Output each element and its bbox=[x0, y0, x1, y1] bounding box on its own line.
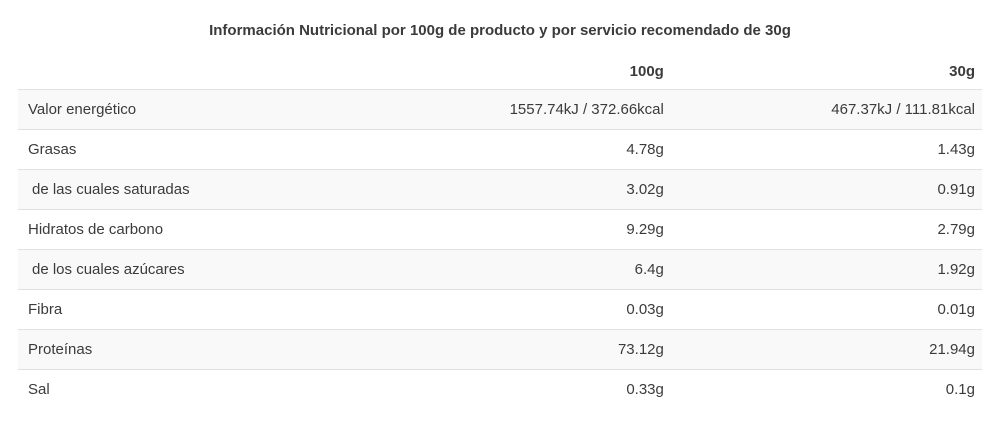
value-30g: 1.43g bbox=[663, 129, 982, 170]
value-30g: 467.37kJ / 111.81kcal bbox=[663, 89, 982, 130]
table-row: Hidratos de carbono 9.29g 2.79g bbox=[18, 209, 982, 250]
table-row: Valor energético 1557.74kJ / 372.66kcal 46… bbox=[18, 89, 982, 130]
nutrient-label: Hidratos de carbono bbox=[18, 209, 404, 250]
value-100g: 9.29g bbox=[403, 209, 664, 250]
nutrition-table-title: Información Nutricional por 100g de prod… bbox=[209, 22, 791, 39]
value-30g: 21.94g bbox=[663, 329, 982, 370]
table-row: de las cuales saturadas 3.02g 0.91g bbox=[18, 169, 982, 210]
nutrient-label: Sal bbox=[18, 369, 404, 409]
table-row: de los cuales azúcares 6.4g 1.92g bbox=[18, 249, 982, 290]
nutrition-table: 100g 30g Valor energético 1557.74kJ / 372… bbox=[18, 53, 982, 409]
table-row: Fibra 0.03g 0.01g bbox=[18, 289, 982, 330]
value-100g: 3.02g bbox=[403, 169, 664, 210]
column-header-30g: 30g bbox=[949, 62, 975, 80]
value-100g: 6.4g bbox=[403, 249, 664, 290]
column-header-nutrient bbox=[18, 53, 404, 90]
value-100g: 4.78g bbox=[403, 129, 664, 170]
value-30g: 0.1g bbox=[663, 369, 982, 409]
nutrition-table-header: 100g 30g bbox=[18, 53, 982, 90]
table-row: Proteínas 73.12g 21.94g bbox=[18, 329, 982, 370]
column-header-100g: 100g bbox=[629, 62, 664, 80]
value-30g: 0.01g bbox=[663, 289, 982, 330]
nutrient-label: Valor energético bbox=[18, 89, 404, 130]
value-100g: 0.33g bbox=[403, 369, 664, 409]
nutrient-label: de las cuales saturadas bbox=[18, 169, 404, 210]
nutrition-table-body: Valor energético 1557.74kJ / 372.66kcal 46… bbox=[18, 89, 982, 409]
nutrient-label: Grasas bbox=[18, 129, 404, 170]
value-100g: 1557.74kJ / 372.66kcal bbox=[403, 89, 664, 130]
value-30g: 1.92g bbox=[663, 249, 982, 290]
header-row: 100g 30g bbox=[18, 53, 982, 90]
value-30g: 2.79g bbox=[663, 209, 982, 250]
nutrient-label: Fibra bbox=[18, 289, 404, 330]
nutrient-label: de los cuales azúcares bbox=[18, 249, 404, 290]
nutrient-label: Proteínas bbox=[18, 329, 404, 370]
value-30g: 0.91g bbox=[663, 169, 982, 210]
value-100g: 73.12g bbox=[403, 329, 664, 370]
table-row: Sal 0.33g 0.1g bbox=[18, 369, 982, 409]
value-100g: 0.03g bbox=[403, 289, 664, 330]
table-row: Grasas 4.78g 1.43g bbox=[18, 129, 982, 170]
